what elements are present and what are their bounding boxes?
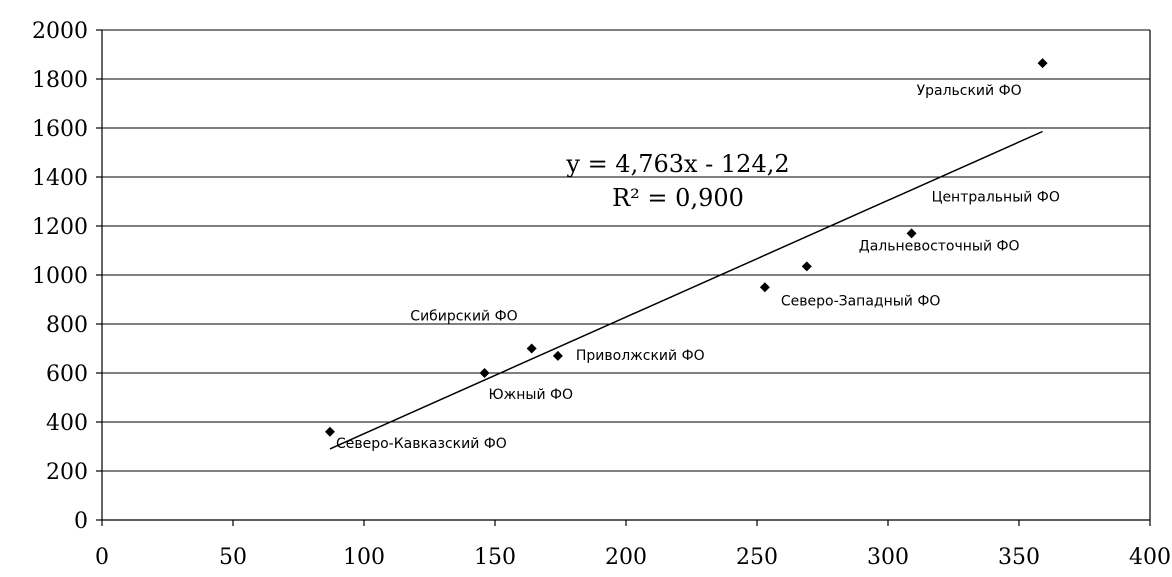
- y-tick-label-0: 0: [74, 509, 88, 534]
- data-point: [324, 426, 335, 437]
- r-squared-text: R² = 0,900: [612, 184, 744, 212]
- x-tick-label-250: 250: [736, 545, 778, 570]
- y-tick-label-600: 600: [46, 362, 88, 387]
- x-tick-label-0: 0: [95, 545, 109, 570]
- trendline-group: [329, 130, 1043, 450]
- equation-text: y = 4,763x - 124,2: [565, 150, 789, 178]
- x-tick-label-350: 350: [998, 545, 1040, 570]
- y-tick-label-800: 800: [46, 313, 88, 338]
- y-tick-label-1800: 1800: [32, 68, 88, 93]
- point-label: Южный ФО: [489, 387, 574, 403]
- data-point: [526, 343, 537, 354]
- grid-lines: [102, 29, 1150, 472]
- x-tick-label-100: 100: [343, 545, 385, 570]
- point-label: Северо-Кавказский ФО: [336, 436, 507, 452]
- y-axis-tick-labels: 0 200 400 600 800 1000 1200 1400 1600 1800 2000: [32, 19, 88, 534]
- point-label: Приволжский ФО: [576, 348, 705, 364]
- x-tick-label-50: 50: [219, 545, 247, 570]
- point-label: Сибирский ФО: [410, 309, 517, 325]
- trendline-equation: y = 4,763x - 124,2 R² = 0,900: [565, 150, 789, 212]
- data-point: [759, 282, 770, 293]
- x-tick-label-300: 300: [867, 545, 909, 570]
- y-tick-label-200: 200: [46, 460, 88, 485]
- point-label: Дальневосточный ФО: [859, 238, 1020, 254]
- data-point: [906, 228, 917, 239]
- data-point: [479, 368, 490, 378]
- y-tick-label-1200: 1200: [32, 215, 88, 240]
- point-label: Уральский ФО: [917, 83, 1022, 99]
- x-axis-tick-labels: 0 50 100 150 200 250 300 350 400: [95, 545, 1171, 570]
- y-tick-label-1400: 1400: [32, 166, 88, 191]
- data-point: [1037, 58, 1048, 69]
- y-tick-label-400: 400: [46, 411, 88, 436]
- y-tick-label-1600: 1600: [32, 117, 88, 142]
- data-points: [324, 58, 1048, 437]
- x-tick-label-400: 400: [1129, 545, 1171, 570]
- axes: [96, 29, 1151, 526]
- point-labels: Северо-Кавказский ФО Южный ФО Сибирский ФО…: [336, 83, 1060, 452]
- point-label: Северо-Западный ФО: [781, 293, 941, 309]
- data-point: [801, 261, 812, 272]
- point-label: Центральный ФО: [932, 189, 1060, 205]
- trendline: [329, 130, 1043, 450]
- data-point: [552, 350, 563, 361]
- y-tick-label-1000: 1000: [32, 264, 88, 289]
- y-tick-label-2000: 2000: [32, 19, 88, 44]
- x-tick-label-150: 150: [474, 545, 516, 570]
- x-tick-label-200: 200: [605, 545, 647, 570]
